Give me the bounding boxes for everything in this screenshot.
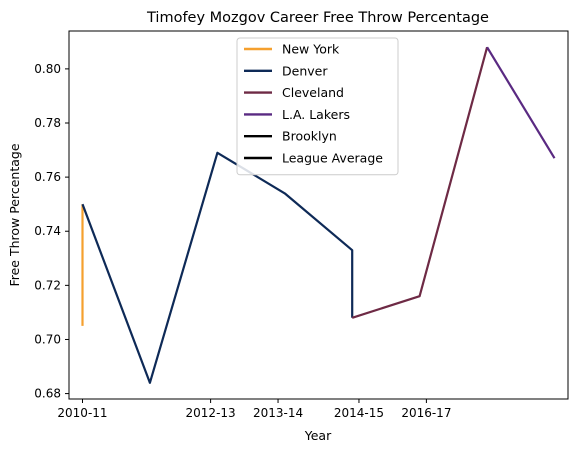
chart-title: Timofey Mozgov Career Free Throw Percent… (146, 10, 489, 26)
y-tick-label-2: 0.72 (34, 278, 61, 292)
x-tick-label-1: 2012-13 (186, 406, 236, 420)
legend-label-4: Brooklyn (282, 129, 337, 144)
legend-label-0: New York (282, 42, 340, 57)
legend-label-2: Cleveland (282, 85, 344, 100)
y-tick-label-5: 0.78 (34, 116, 61, 130)
legend-box (236, 37, 399, 176)
legend-label-5: League Average (282, 151, 383, 166)
legend-label-3: L.A. Lakers (282, 107, 350, 122)
x-tick-label-4: 2016-17 (401, 406, 451, 420)
x-tick-label-2: 2013-14 (253, 406, 303, 420)
plot-frame (68, 30, 569, 400)
series-line-3 (486, 46, 556, 159)
legend-label-1: Denver (282, 63, 328, 78)
y-tick-label-1: 0.70 (34, 332, 61, 346)
y-axis-ticks: 0.68 0.70 0.72 0.74 0.76 0.78 0.80 (34, 62, 69, 401)
x-axis-label: Year (304, 428, 332, 443)
x-tick-label-3: 2014-15 (334, 406, 384, 420)
series-line-2 (351, 46, 489, 319)
series-line-1 (81, 151, 354, 384)
y-tick-label-4: 0.76 (34, 170, 61, 184)
y-tick-label-3: 0.74 (34, 224, 61, 238)
x-axis-ticks: 2010-11 2012-13 2013-14 2014-15 2016-17 (57, 399, 451, 420)
y-tick-label-0: 0.68 (34, 387, 61, 401)
y-tick-label-6: 0.80 (34, 62, 61, 76)
y-axis-label: Free Throw Percentage (7, 143, 22, 286)
legend: New York Denver Cleveland L.A. Lakers Brookl… (236, 37, 399, 176)
x-tick-label-0: 2010-11 (57, 406, 107, 420)
